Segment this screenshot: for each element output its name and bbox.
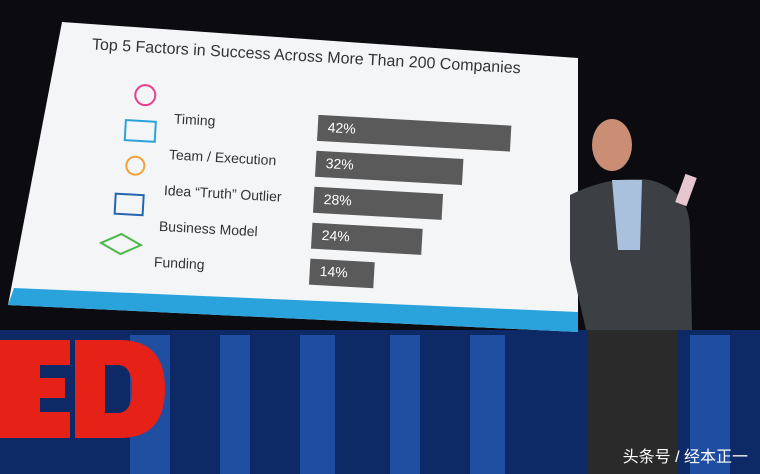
slide-band <box>8 288 578 332</box>
ted-logo <box>0 340 165 438</box>
category-label: Business Model <box>159 218 259 239</box>
category-label: Timing <box>174 111 216 129</box>
bar <box>312 186 444 220</box>
bar <box>317 114 512 152</box>
value-label: 28% <box>323 191 352 209</box>
bar <box>314 150 464 185</box>
category-label: Idea “Truth” Outlier <box>164 182 283 205</box>
icons <box>98 84 157 256</box>
value-label: 14% <box>319 263 348 281</box>
curtain-folds <box>130 335 730 474</box>
watermark: 头条号 / 经本正一 <box>623 448 748 466</box>
bar <box>308 258 375 289</box>
value-label: 24% <box>321 227 350 245</box>
value-label: 32% <box>325 155 354 173</box>
value-label: 42% <box>327 119 356 137</box>
category-label: Funding <box>154 254 205 273</box>
bar <box>310 222 423 255</box>
slide <box>8 22 578 332</box>
category-label: Team / Execution <box>169 146 277 168</box>
speaker <box>570 119 697 474</box>
